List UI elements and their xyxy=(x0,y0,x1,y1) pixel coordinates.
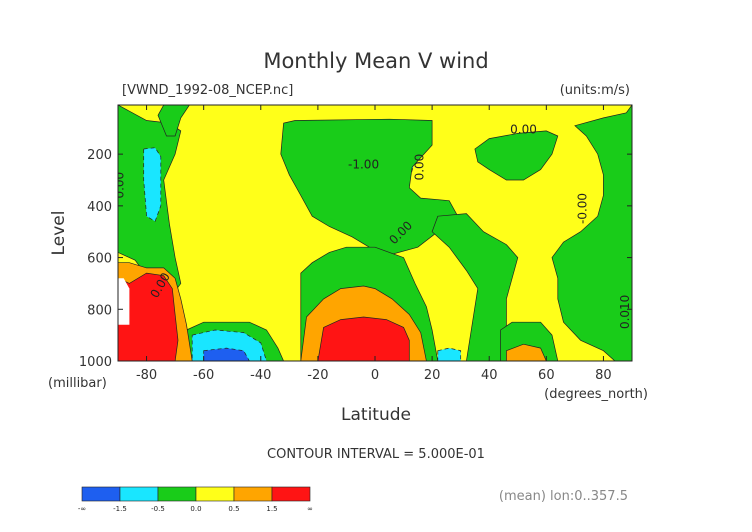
colorbar-label: -1.5 xyxy=(113,505,127,513)
colorbar-swatch xyxy=(81,486,121,502)
dataset-label: [VWND_1992-08_NCEP.nc] xyxy=(122,83,293,98)
contour-region-green xyxy=(551,105,632,361)
y-tick-label: 1000 xyxy=(79,355,112,370)
contour-region-green xyxy=(157,105,190,137)
contour-label: -1.00 xyxy=(348,157,379,171)
colorbar-swatch xyxy=(157,486,197,502)
contour-label: 0.00 xyxy=(113,172,127,199)
contour-label: 0.010 xyxy=(618,295,632,329)
colorbar-label: 1.5 xyxy=(266,505,277,513)
x-tick-label: 60 xyxy=(538,368,555,383)
x-tick-label: -20 xyxy=(307,368,328,383)
y-tick-label: 600 xyxy=(87,252,112,267)
contour-region-neg1 xyxy=(437,347,462,361)
colorbar-swatch xyxy=(271,486,311,502)
footnote: (mean) lon:0..357.5 xyxy=(499,489,628,504)
colorbar: -∞ -1.5 -0.5 0.0 0.5 1.5 ∞ xyxy=(78,486,313,513)
x-tick-label: 80 xyxy=(595,368,612,383)
contour-region-green xyxy=(474,130,559,181)
x-axis-label: Latitude xyxy=(341,405,411,425)
x-tick-label: -40 xyxy=(250,368,271,383)
colorbar-label: 0.5 xyxy=(228,505,239,513)
x-axis-units: (degrees_north) xyxy=(544,387,648,402)
units-label: (units:m/s) xyxy=(560,83,630,98)
y-tick-label: 400 xyxy=(87,200,112,215)
contour-interval-text: CONTOUR INTERVAL = 5.000E-01 xyxy=(267,447,485,462)
axis-ticks: -80 -60 -40 -20 0 20 40 60 80 200 400 600 800 1000 xyxy=(79,105,632,383)
y-axis-units: (millibar) xyxy=(48,376,107,391)
y-tick-label: 200 xyxy=(87,148,112,163)
x-tick-label: -80 xyxy=(136,368,157,383)
colorbar-swatch xyxy=(119,486,159,502)
contour-label: -0.00 xyxy=(575,193,589,224)
contour-region-pos2 xyxy=(317,316,410,361)
colorbar-label: -∞ xyxy=(78,505,86,513)
contour-region-pos1 xyxy=(506,343,547,361)
y-axis-label: Level xyxy=(49,211,69,256)
contour-label: 0.00 xyxy=(510,122,537,136)
colorbar-swatch xyxy=(233,486,273,502)
contour-label: 0.00 xyxy=(413,154,427,181)
colorbar-label: 0.0 xyxy=(190,505,201,513)
chart-title: Monthly Mean V wind xyxy=(263,49,488,73)
colorbar-label: -0.5 xyxy=(151,505,165,513)
contour-regions xyxy=(118,105,632,361)
colorbar-swatch xyxy=(195,486,235,502)
contour-region-white xyxy=(118,278,130,325)
x-tick-label: -60 xyxy=(193,368,214,383)
colorbar-label: ∞ xyxy=(307,505,313,513)
y-tick-label: 800 xyxy=(87,303,112,318)
x-tick-label: 20 xyxy=(424,368,441,383)
contour-region-pos2 xyxy=(118,272,179,361)
contour-region-neg1 xyxy=(143,147,162,222)
x-tick-label: 40 xyxy=(481,368,498,383)
x-tick-label: 0 xyxy=(371,368,379,383)
